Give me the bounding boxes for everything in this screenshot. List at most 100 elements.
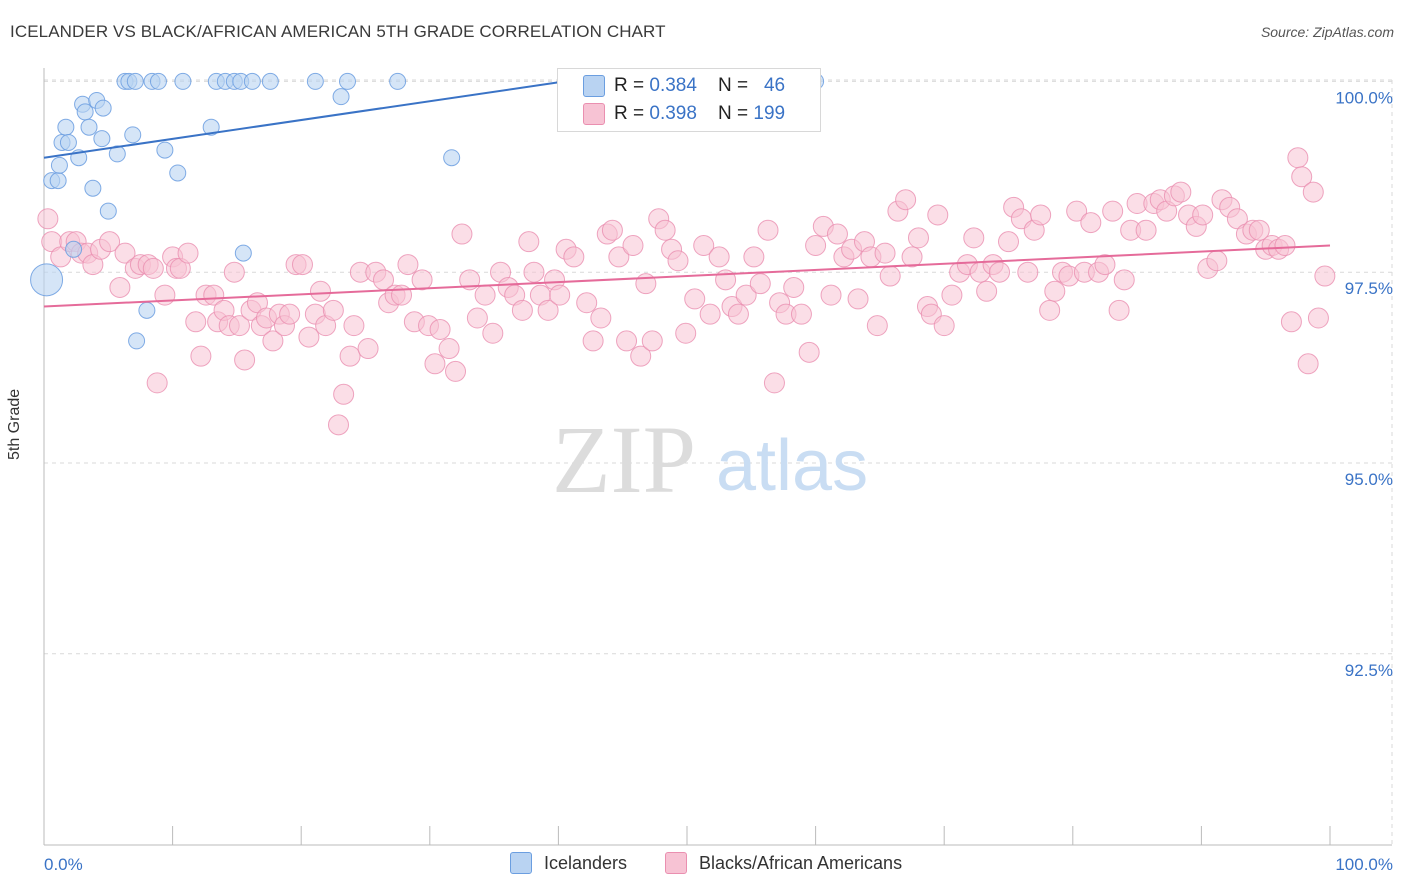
legend-r-value-2: 0.398 bbox=[649, 103, 697, 124]
point-icelanders bbox=[338, 72, 356, 90]
point-blacks-african-americans bbox=[866, 315, 888, 337]
point-blacks-african-americans bbox=[998, 231, 1019, 253]
source-label: Source: ZipAtlas.com bbox=[1260, 24, 1394, 40]
legend-swatch-pink bbox=[583, 103, 605, 125]
point-blacks-african-americans bbox=[1066, 200, 1088, 222]
point-blacks-african-americans bbox=[262, 330, 284, 352]
point-blacks-african-americans bbox=[537, 299, 559, 321]
point-blacks-african-americans bbox=[715, 269, 737, 291]
point-icelanders bbox=[174, 72, 192, 90]
point-blacks-african-americans bbox=[820, 284, 842, 306]
point-blacks-african-americans bbox=[1039, 299, 1061, 321]
point-blacks-african-americans bbox=[445, 360, 467, 382]
point-blacks-african-americans bbox=[223, 261, 245, 283]
point-blacks-african-americans bbox=[1314, 265, 1336, 287]
legend-r-value-1: 0.384 bbox=[649, 75, 697, 96]
point-blacks-african-americans bbox=[1030, 204, 1052, 226]
point-blacks-african-americans bbox=[343, 315, 365, 337]
y-tick-label: 95.0% bbox=[1345, 470, 1393, 489]
point-blacks-african-americans bbox=[783, 276, 805, 298]
point-blacks-african-americans bbox=[99, 231, 121, 253]
point-blacks-african-americans bbox=[391, 284, 413, 306]
point-blacks-african-americans bbox=[1102, 200, 1124, 222]
point-blacks-african-americans bbox=[927, 204, 949, 226]
point-blacks-african-americans bbox=[424, 353, 446, 375]
legend-swatch-blacks bbox=[665, 852, 687, 874]
trendline-blacks-african-americans bbox=[43, 244, 1331, 308]
point-blacks-african-americans bbox=[142, 257, 164, 279]
point-blacks-african-americans bbox=[708, 246, 730, 268]
point-blacks-african-americans bbox=[279, 303, 301, 325]
point-blacks-african-americans bbox=[228, 315, 250, 337]
legend-n-label-1: N = bbox=[718, 75, 754, 96]
point-blacks-african-americans bbox=[933, 315, 955, 337]
legend-swatch-blue bbox=[583, 75, 605, 97]
point-blacks-african-americans bbox=[309, 280, 331, 302]
point-blacks-african-americans bbox=[1170, 181, 1192, 203]
legend-n-value-2: 199 bbox=[753, 103, 786, 124]
point-blacks-african-americans bbox=[749, 273, 771, 295]
point-icelanders bbox=[49, 172, 67, 190]
point-blacks-african-americans bbox=[630, 345, 652, 367]
point-icelanders bbox=[94, 99, 112, 117]
legend-n-value-1: 46 bbox=[763, 75, 786, 96]
point-blacks-african-americans bbox=[601, 219, 623, 241]
point-blacks-african-americans bbox=[622, 234, 644, 256]
point-blacks-african-americans bbox=[1291, 166, 1313, 188]
point-blacks-african-americans bbox=[466, 307, 488, 329]
point-blacks-african-americans bbox=[582, 330, 604, 352]
point-blacks-african-americans bbox=[763, 372, 785, 394]
point-blacks-african-americans bbox=[291, 254, 313, 276]
point-icelanders bbox=[169, 164, 187, 182]
point-blacks-african-americans bbox=[1287, 147, 1309, 169]
point-blacks-african-americans bbox=[1044, 280, 1066, 302]
point-icelanders bbox=[128, 332, 146, 350]
point-blacks-african-americans bbox=[438, 338, 460, 360]
legend-label-blacks: Blacks/African Americans bbox=[699, 852, 903, 873]
point-blacks-african-americans bbox=[203, 284, 225, 306]
point-icelanders bbox=[93, 130, 111, 148]
point-blacks-african-americans bbox=[895, 189, 917, 211]
point-blacks-african-americans bbox=[988, 261, 1010, 283]
point-icelanders bbox=[84, 179, 102, 197]
point-blacks-african-americans bbox=[675, 322, 697, 344]
point-blacks-african-americans bbox=[805, 234, 827, 256]
y-tick-label: 100.0% bbox=[1335, 88, 1393, 107]
point-blacks-african-americans bbox=[735, 284, 757, 306]
point-blacks-african-americans bbox=[616, 330, 638, 352]
point-blacks-african-americans bbox=[901, 246, 923, 268]
point-blacks-african-americans bbox=[847, 288, 869, 310]
point-blacks-african-americans bbox=[1307, 307, 1329, 329]
point-blacks-african-americans bbox=[429, 318, 451, 340]
axes-layer bbox=[43, 68, 1392, 846]
point-blacks-african-americans bbox=[590, 307, 612, 329]
point-blacks-african-americans bbox=[114, 242, 136, 264]
point-blacks-african-americans bbox=[667, 250, 689, 272]
point-blacks-african-americans bbox=[693, 234, 715, 256]
point-blacks-african-americans bbox=[523, 261, 545, 283]
watermark-zip: ZIP bbox=[552, 406, 696, 513]
point-blacks-african-americans bbox=[641, 330, 663, 352]
point-blacks-african-americans bbox=[1192, 204, 1214, 226]
legend-r-label-1: R = bbox=[614, 75, 650, 96]
watermark-atlas: atlas bbox=[716, 426, 868, 506]
series-legend: Icelanders Blacks/African Americans bbox=[0, 852, 1406, 878]
x-tick-label-min: 0.0% bbox=[44, 855, 83, 874]
point-blacks-african-americans bbox=[1135, 219, 1157, 241]
point-icelanders bbox=[59, 133, 77, 151]
series-blacks-african-americans bbox=[37, 147, 1336, 436]
watermark: ZIP atlas bbox=[552, 406, 868, 513]
legend-item-blacks[interactable]: Blacks/African Americans bbox=[665, 852, 902, 874]
point-blacks-african-americans bbox=[563, 246, 585, 268]
point-blacks-african-americans bbox=[37, 208, 59, 230]
point-blacks-african-americans bbox=[234, 349, 256, 371]
point-blacks-african-americans bbox=[1080, 212, 1102, 234]
point-icelanders bbox=[80, 118, 98, 136]
point-blacks-african-americans bbox=[1206, 250, 1228, 272]
y-tick-label: 92.5% bbox=[1345, 661, 1393, 680]
point-blacks-african-americans bbox=[397, 254, 419, 276]
correlation-legend: R = 0.384 N = 46 R = 0.398 N = 199 bbox=[557, 68, 821, 132]
legend-item-icelanders[interactable]: Icelanders bbox=[510, 852, 627, 874]
point-blacks-african-americans bbox=[511, 299, 533, 321]
point-blacks-african-americans bbox=[185, 311, 207, 333]
